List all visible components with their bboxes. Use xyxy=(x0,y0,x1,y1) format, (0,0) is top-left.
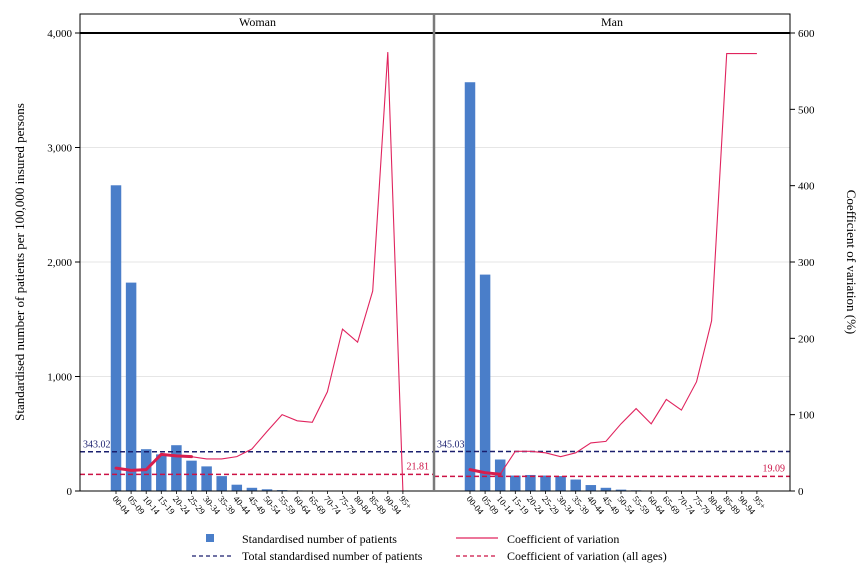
y-tick-label: 3,000 xyxy=(47,143,72,155)
y2-tick-label: 500 xyxy=(798,104,815,116)
bar-man-00-04 xyxy=(464,82,476,492)
bar-man-15-19 xyxy=(510,475,521,491)
bar-woman-25-29 xyxy=(186,460,197,491)
total-patients-label-man: 345.03 xyxy=(437,439,465,450)
bar-man-20-24 xyxy=(525,474,536,491)
bar-woman-45-49 xyxy=(246,487,258,491)
cv-highlight-woman xyxy=(114,452,193,472)
bar-woman-50-54 xyxy=(261,489,273,491)
cv-line-woman xyxy=(115,52,404,492)
bar-woman-35-39 xyxy=(216,476,227,491)
bar-woman-30-34 xyxy=(201,466,212,491)
legend-bar-swatch xyxy=(206,534,214,542)
panel-title-woman: Woman xyxy=(239,15,276,29)
y2-tick-label: 600 xyxy=(798,28,815,40)
y-tick-label: 1,000 xyxy=(47,372,72,384)
y-tick-label: 2,000 xyxy=(47,257,72,269)
cv-highlight-man xyxy=(468,468,502,476)
total-patients-label-woman: 343.02 xyxy=(83,440,111,451)
bar-man-35-39 xyxy=(570,479,581,491)
y-axis-title: Standardised number of patients per 100,… xyxy=(12,103,27,421)
y2-tick-label: 0 xyxy=(798,486,804,498)
y2-axis-title: Coefficient of variation (%) xyxy=(844,190,859,335)
legend-label-patients: Standardised number of patients xyxy=(242,532,397,546)
bar-man-40-44 xyxy=(585,485,597,491)
bar-man-50-54 xyxy=(615,489,627,491)
legend: Standardised number of patients Coeffici… xyxy=(192,532,667,563)
bar-woman-00-04 xyxy=(110,185,122,491)
bar-woman-20-24 xyxy=(171,445,182,491)
y2-tick-label: 200 xyxy=(798,333,815,345)
bar-man-05-09 xyxy=(479,274,491,491)
bar-man-45-49 xyxy=(600,487,612,491)
y-tick-label: 4,000 xyxy=(47,28,72,40)
plot-area: 343.02 21.81 345.03 19.09 xyxy=(80,52,790,492)
y-tick-label: 0 xyxy=(67,486,73,498)
cv-all-ages-label-man: 19.09 xyxy=(763,463,786,474)
bar-man-30-34 xyxy=(555,476,566,491)
legend-label-total: Total standardised number of patients xyxy=(242,549,423,563)
y2-tick-label: 400 xyxy=(798,181,815,193)
y2-tick-label: 300 xyxy=(798,257,815,269)
bar-woman-15-19 xyxy=(156,454,167,491)
legend-label-cv-all: Coefficient of variation (all ages) xyxy=(507,549,667,563)
bar-woman-05-09 xyxy=(125,282,137,491)
y2-tick-label: 100 xyxy=(798,410,815,422)
legend-label-cv: Coefficient of variation xyxy=(507,532,619,546)
bar-man-25-29 xyxy=(540,475,551,491)
cv-all-ages-label-woman: 21.81 xyxy=(407,461,430,472)
cv-line-man xyxy=(469,53,757,475)
bar-woman-40-44 xyxy=(231,484,243,491)
panel-title-man: Man xyxy=(601,15,623,29)
